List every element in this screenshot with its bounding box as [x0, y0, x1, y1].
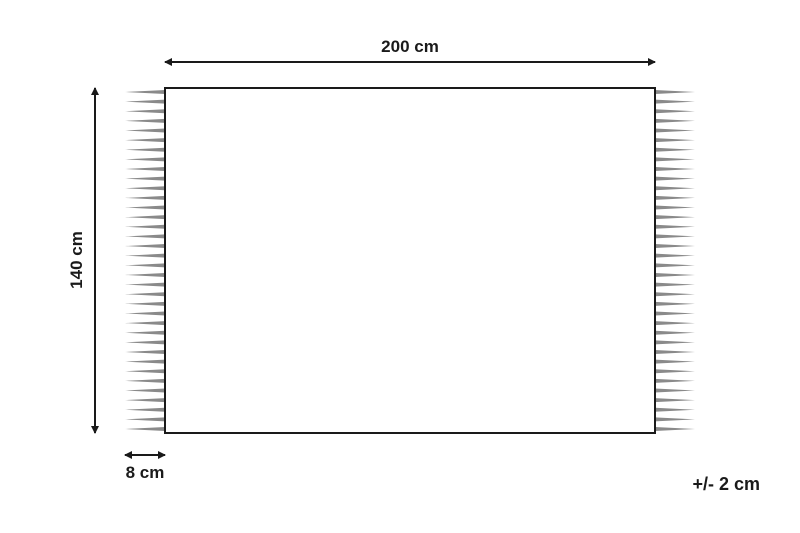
rug-body [165, 88, 655, 433]
tolerance-label: +/- 2 cm [692, 474, 760, 494]
dimension-label-width: 200 cm [381, 37, 439, 56]
dimension-label-height: 140 cm [67, 231, 86, 289]
dimension-label-fringe: 8 cm [126, 463, 165, 482]
rug-diagram [125, 88, 695, 433]
